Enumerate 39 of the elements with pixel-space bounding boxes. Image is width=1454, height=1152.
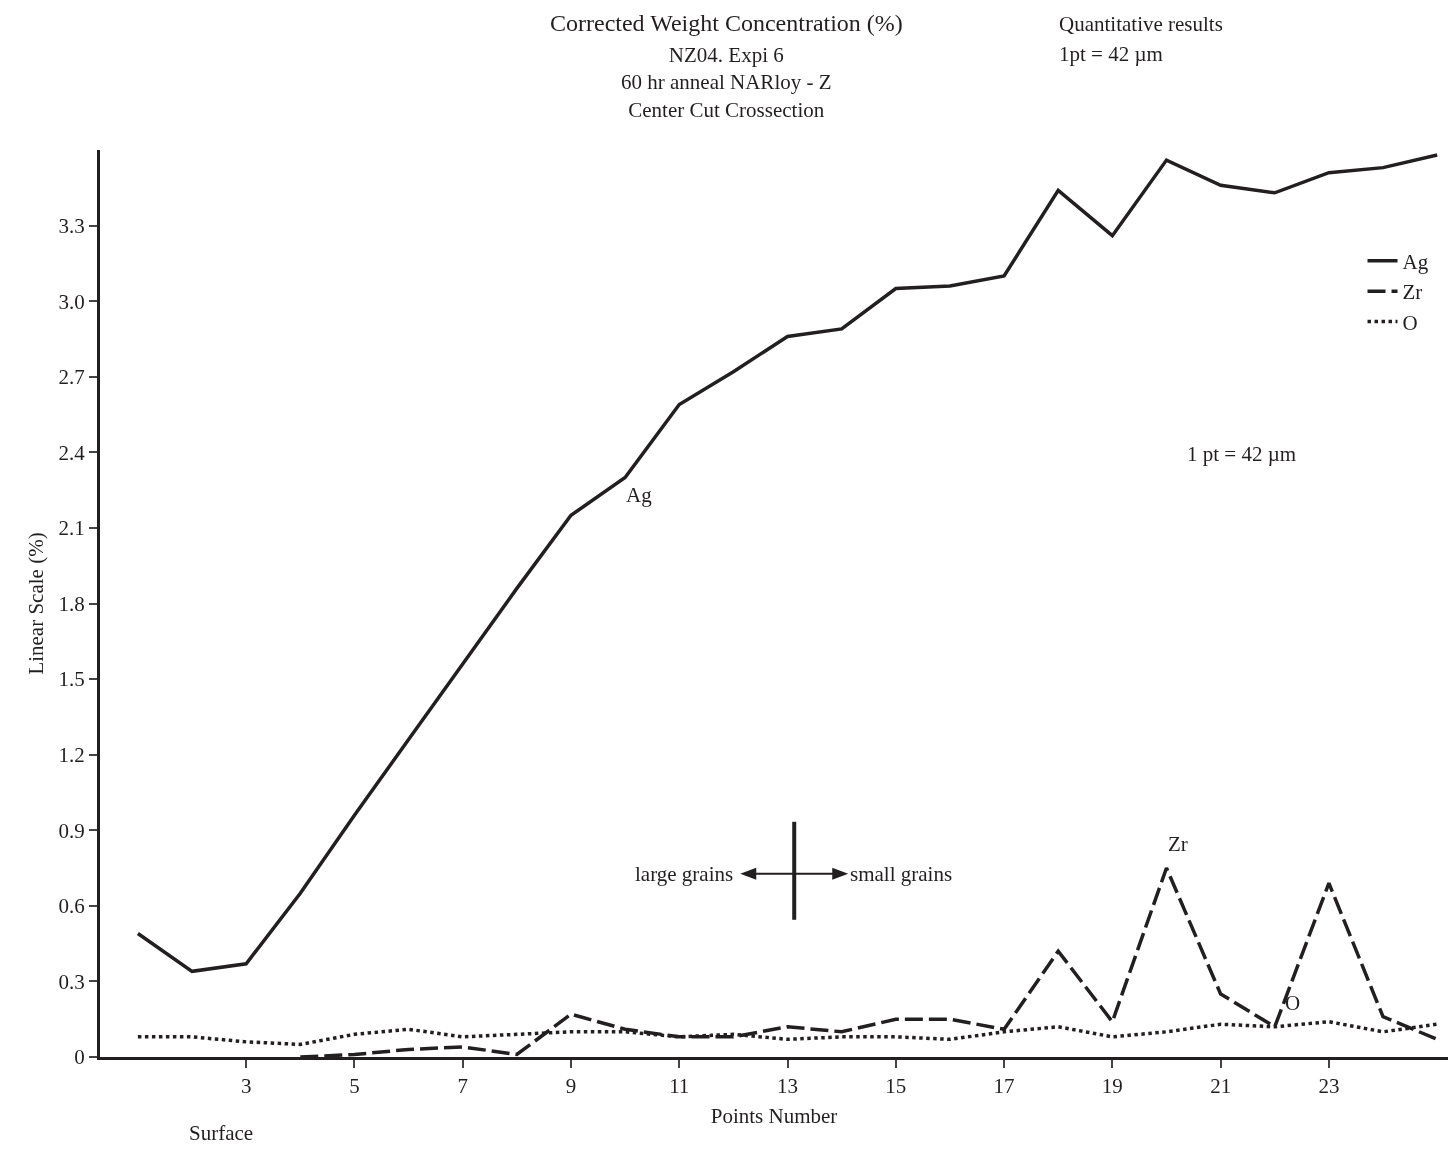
legend-label: Zr: [1402, 280, 1423, 305]
annotation: 1 pt = 42 µm: [1187, 442, 1297, 466]
y-tick-label: 2.4: [58, 440, 86, 465]
annotation: Zr: [1168, 832, 1188, 856]
y-tick-label: 0: [74, 1045, 85, 1070]
chart-title: Corrected Weight Concentration (%): [550, 10, 903, 36]
y-tick-label: 3.0: [58, 289, 85, 314]
x-tick-label: 21: [1210, 1074, 1232, 1099]
y-tick-label: 1.8: [58, 591, 85, 616]
annotation: small grains: [850, 862, 953, 886]
text: 1pt = 42 µm: [1059, 42, 1163, 66]
x-tick-label: 17: [993, 1074, 1015, 1099]
y-tick-label: 0.6: [58, 894, 85, 919]
x-tick-label: 11: [669, 1074, 690, 1099]
annotation: large grains: [635, 862, 734, 886]
text: Surface: [189, 1121, 254, 1145]
x-axis-title: Points Number: [710, 1104, 838, 1129]
x-tick-label: 23: [1318, 1074, 1340, 1099]
x-tick-label: 13: [777, 1074, 799, 1099]
legend-label: O: [1402, 310, 1418, 335]
x-tick-label: 9: [565, 1074, 577, 1099]
y-axis-title: Linear Scale (%): [23, 532, 48, 675]
x-tick-label: 7: [457, 1074, 468, 1099]
y-tick-label: 0.9: [58, 818, 85, 843]
y-tick-label: 2.1: [58, 516, 85, 541]
y-tick-label: 1.5: [58, 667, 85, 692]
text: Quantitative results: [1059, 12, 1223, 36]
y-tick-label: 1.2: [58, 743, 85, 768]
annotation: Ag: [626, 483, 653, 507]
x-tick-label: 5: [349, 1074, 360, 1099]
legend-label: Ag: [1402, 250, 1429, 275]
y-tick-label: 0.3: [58, 969, 85, 994]
x-tick-label: 15: [885, 1074, 907, 1099]
x-tick-label: 19: [1101, 1074, 1123, 1099]
annotation: O: [1285, 991, 1301, 1015]
y-tick-label: 2.7: [58, 365, 85, 390]
x-tick-label: 3: [240, 1074, 252, 1099]
y-tick-label: 3.3: [58, 213, 85, 238]
chart-subtitle: NZ04. Expi 6 60 hr anneal NARloy - Z Center Cut Crossection: [621, 43, 832, 122]
